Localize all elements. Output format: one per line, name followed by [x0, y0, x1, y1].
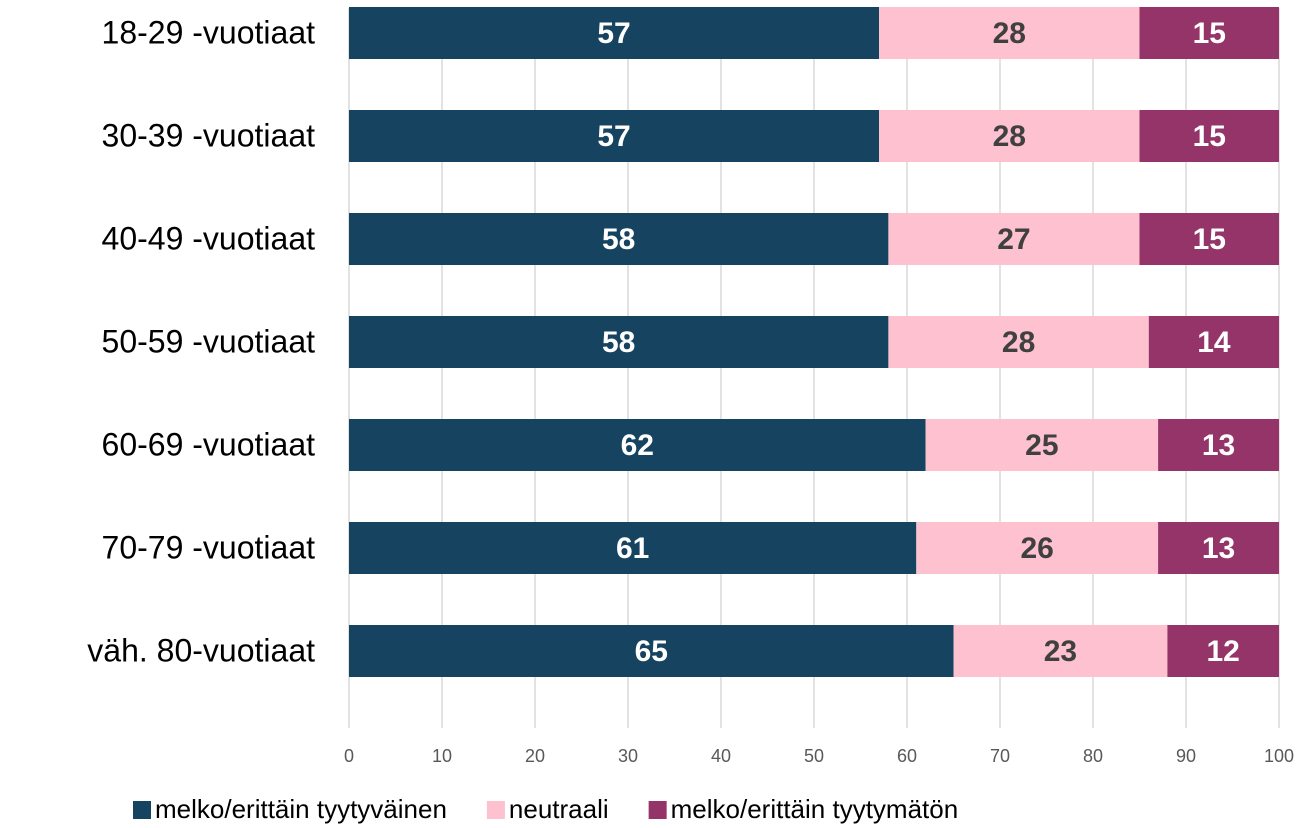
y-tick-label: väh. 80-vuotiaat — [87, 632, 315, 668]
y-tick-label: 70-79 -vuotiaat — [102, 529, 316, 565]
data-label: 13 — [1202, 532, 1235, 565]
bar-segment — [1158, 419, 1279, 471]
legend-label: melko/erittäin tyytyväinen — [155, 794, 447, 824]
y-tick-label: 40-49 -vuotiaat — [102, 220, 316, 256]
data-label: 25 — [1025, 429, 1058, 462]
bar-segment — [349, 110, 880, 162]
y-tick-label: 30-39 -vuotiaat — [102, 117, 316, 153]
legend-swatch — [486, 801, 505, 819]
bar-segment — [888, 213, 1140, 265]
bar-segment — [349, 7, 880, 59]
bar-segment — [349, 419, 926, 471]
bar-segment — [1139, 213, 1279, 265]
data-label: 12 — [1207, 635, 1240, 668]
x-tick-label: 40 — [711, 746, 731, 766]
bar-segment — [349, 522, 917, 574]
bar-segment — [953, 625, 1168, 677]
data-label: 23 — [1044, 635, 1077, 668]
bar-segment — [349, 213, 889, 265]
x-tick-label: 100 — [1264, 746, 1294, 766]
bar-segment — [925, 419, 1159, 471]
bar-segment — [1139, 7, 1279, 59]
data-label: 15 — [1193, 17, 1226, 50]
y-tick-label: 50-59 -vuotiaat — [102, 323, 316, 359]
x-tick-label: 90 — [1176, 746, 1196, 766]
legend-label: neutraali — [509, 794, 609, 824]
data-label: 14 — [1197, 326, 1231, 359]
data-label: 28 — [993, 120, 1026, 153]
data-label: 58 — [602, 223, 635, 256]
data-label: 15 — [1193, 223, 1226, 256]
x-tick-label: 80 — [1083, 746, 1103, 766]
bar-segment — [1148, 316, 1279, 368]
x-tick-label: 0 — [344, 746, 354, 766]
x-tick-label: 20 — [525, 746, 545, 766]
data-label: 28 — [993, 17, 1026, 50]
data-label: 58 — [602, 326, 635, 359]
bar-segment — [349, 316, 889, 368]
data-label: 26 — [1021, 532, 1054, 565]
y-tick-label: 60-69 -vuotiaat — [102, 426, 316, 462]
bar-segment — [888, 316, 1149, 368]
x-tick-label: 60 — [897, 746, 917, 766]
bar-segment — [916, 522, 1159, 574]
data-label: 27 — [997, 223, 1030, 256]
legend-swatch — [133, 801, 151, 819]
bar-segment — [1167, 625, 1279, 677]
legend-swatch — [648, 801, 667, 819]
legend-label: melko/erittäin tyytymätön — [671, 794, 959, 824]
bar-segment — [1158, 522, 1279, 574]
x-tick-label: 30 — [618, 746, 638, 766]
data-label: 57 — [597, 120, 630, 153]
x-tick-label: 10 — [432, 746, 452, 766]
data-label: 57 — [597, 17, 630, 50]
x-tick-label: 70 — [990, 746, 1010, 766]
bar-segment — [879, 110, 1140, 162]
y-tick-label: 18-29 -vuotiaat — [102, 14, 316, 50]
bar-segment — [349, 625, 954, 677]
data-label: 28 — [1002, 326, 1035, 359]
bar-segment — [879, 7, 1140, 59]
x-tick-label: 50 — [804, 746, 824, 766]
data-label: 65 — [635, 635, 668, 668]
data-label: 13 — [1202, 429, 1235, 462]
bar-segment — [1139, 110, 1279, 162]
data-label: 61 — [616, 532, 649, 565]
data-label: 15 — [1193, 120, 1226, 153]
data-label: 62 — [621, 429, 654, 462]
